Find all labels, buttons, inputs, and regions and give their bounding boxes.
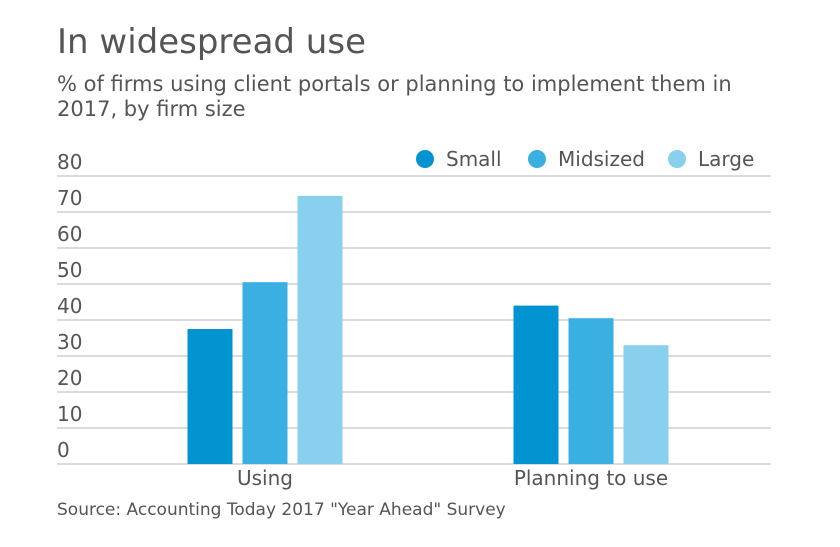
- bar-small-planning-to-use: [513, 305, 559, 464]
- bar-large-using: [297, 195, 343, 465]
- legend-swatch: [528, 150, 546, 168]
- y-tick-label: 70: [57, 186, 82, 210]
- legend-item-large: Large: [668, 147, 754, 171]
- legend-label: Small: [446, 147, 502, 171]
- x-category-label: Using: [237, 466, 293, 490]
- y-tick-label: 0: [57, 438, 70, 462]
- y-tick-label: 50: [57, 258, 82, 282]
- legend-item-small: Small: [416, 147, 502, 171]
- legend-label: Midsized: [558, 147, 645, 171]
- chart-subtitle: % of firms using client portals or plann…: [57, 72, 732, 121]
- chart-title: In widespread use: [57, 22, 366, 62]
- bar-midsized-using: [242, 282, 288, 464]
- legend-label: Large: [698, 147, 754, 171]
- x-category-label: Planning to use: [514, 466, 668, 490]
- legend-swatch: [668, 150, 686, 168]
- legend-item-midsized: Midsized: [528, 147, 645, 171]
- bar-midsized-planning-to-use: [568, 318, 614, 464]
- y-tick-label: 20: [57, 366, 82, 390]
- y-tick-label: 30: [57, 330, 82, 354]
- bar-small-using: [187, 329, 233, 464]
- y-tick-label: 40: [57, 294, 82, 318]
- x-axis-category-labels: Using Planning to use: [237, 466, 668, 490]
- y-axis-tick-labels: 0 10 20 30 40 50 60 70 80: [57, 150, 82, 462]
- bars: [187, 195, 669, 465]
- y-tick-label: 60: [57, 222, 82, 246]
- source-note: Source: Accounting Today 2017 "Year Ahea…: [57, 500, 506, 520]
- y-tick-label: 80: [57, 150, 82, 174]
- y-tick-label: 10: [57, 402, 82, 426]
- legend: Small Midsized Large: [416, 147, 754, 171]
- bar-large-planning-to-use: [623, 345, 669, 464]
- legend-swatch: [416, 150, 434, 168]
